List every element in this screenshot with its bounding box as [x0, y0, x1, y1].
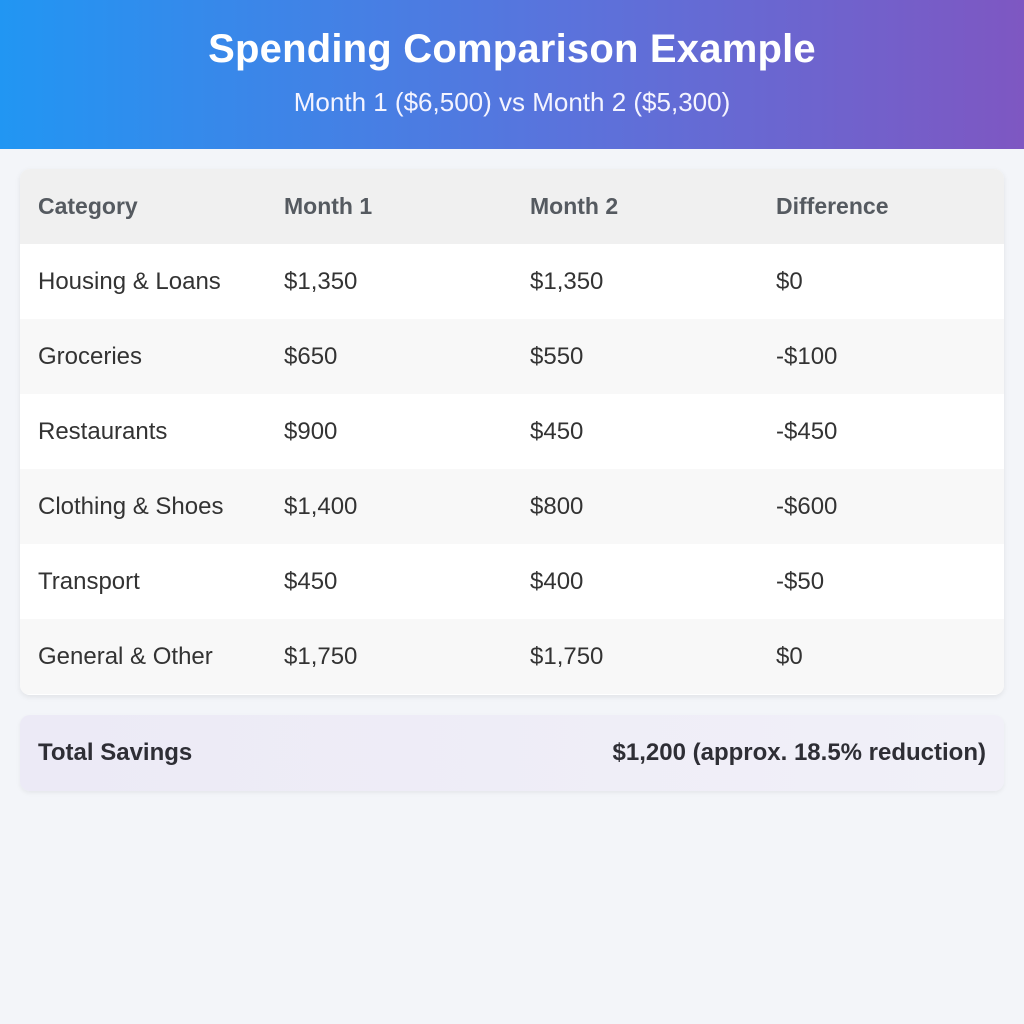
month-1-cell: $650 — [284, 342, 338, 370]
category-cell: Housing & Loans — [38, 267, 221, 295]
page-title: Spending Comparison Example — [208, 27, 816, 71]
month-2-cell: $450 — [530, 417, 584, 445]
column-header-month-2: Month 2 — [530, 193, 619, 219]
month-2-cell: $1,750 — [530, 642, 604, 670]
table-row: Housing & Loans $1,350 $1,350 $0 — [20, 244, 1004, 319]
category-cell: Transport — [38, 567, 140, 595]
page-header: Spending Comparison Example Month 1 ($6,… — [0, 0, 1024, 149]
total-savings-summary: Total Savings $1,200 (approx. 18.5% redu… — [20, 715, 1004, 791]
month-1-cell: $1,750 — [284, 642, 358, 670]
month-1-cell: $900 — [284, 417, 338, 445]
table-row: Transport $450 $400 -$50 — [20, 544, 1004, 619]
table-row: Groceries $650 $550 -$100 — [20, 319, 1004, 394]
table-row: Clothing & Shoes $1,400 $800 -$600 — [20, 469, 1004, 544]
month-2-cell: $550 — [530, 342, 584, 370]
difference-cell: -$100 — [776, 342, 838, 370]
table-row: Restaurants $900 $450 -$450 — [20, 394, 1004, 469]
difference-cell: $0 — [776, 267, 803, 295]
difference-cell: $0 — [776, 642, 803, 670]
month-2-cell: $1,350 — [530, 267, 604, 295]
category-cell: Groceries — [38, 342, 143, 370]
category-cell: Restaurants — [38, 417, 168, 445]
month-1-cell: $1,400 — [284, 492, 358, 520]
table-header-row: Category Month 1 Month 2 Difference — [20, 169, 1004, 244]
column-header-month-1: Month 1 — [284, 193, 373, 219]
category-cell: General & Other — [38, 642, 213, 670]
column-header-difference: Difference — [776, 193, 889, 219]
month-1-cell: $450 — [284, 567, 338, 595]
total-savings-value: $1,200 (approx. 18.5% reduction) — [612, 739, 986, 766]
comparison-table: Category Month 1 Month 2 Difference Hous… — [20, 169, 1004, 695]
difference-cell: -$600 — [776, 492, 838, 520]
category-cell: Clothing & Shoes — [38, 492, 224, 520]
total-savings-label: Total Savings — [38, 739, 193, 766]
difference-cell: -$50 — [776, 567, 825, 595]
page-subtitle: Month 1 ($6,500) vs Month 2 ($5,300) — [293, 87, 731, 117]
difference-cell: -$450 — [776, 417, 838, 445]
month-1-cell: $1,350 — [284, 267, 358, 295]
column-header-category: Category — [38, 193, 138, 219]
table-row: General & Other $1,750 $1,750 $0 — [20, 619, 1004, 694]
month-2-cell: $800 — [530, 492, 584, 520]
month-2-cell: $400 — [530, 567, 584, 595]
